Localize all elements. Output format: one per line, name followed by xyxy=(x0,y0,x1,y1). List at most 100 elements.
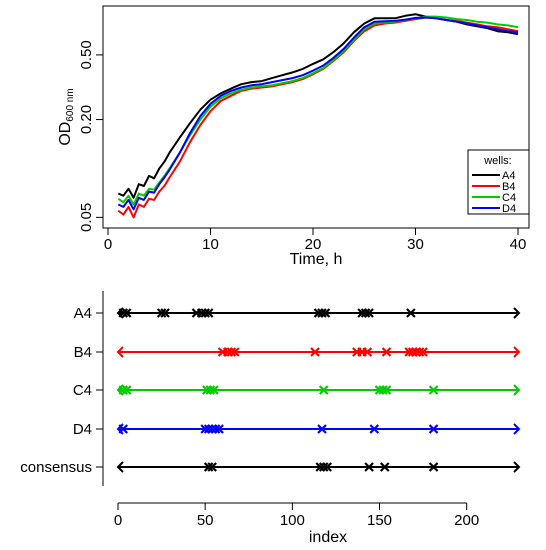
cross-marker xyxy=(407,347,418,357)
legend-box xyxy=(467,149,530,215)
index-x-tick-label: 50 xyxy=(197,512,214,529)
series-line-b4 xyxy=(117,16,519,219)
cross-marker xyxy=(414,347,425,357)
cross-marker xyxy=(118,424,129,434)
index-row-d4: D4 xyxy=(73,421,521,438)
cross-marker xyxy=(317,308,327,318)
cross-marker xyxy=(121,385,132,395)
index-rows-group: A4 B4 C4 D4 consensus xyxy=(20,305,521,476)
cross-marker xyxy=(364,462,374,472)
cross-marker xyxy=(378,385,388,395)
index-row-consensus: consensus xyxy=(20,459,521,476)
y-tick-label: 0.50 xyxy=(78,40,95,69)
cross-marker xyxy=(411,347,421,357)
cross-marker xyxy=(317,424,327,434)
cross-marker xyxy=(202,385,212,395)
x-tick-label: 0 xyxy=(104,236,112,253)
growth-x-axis: 0 10 20 30 40 xyxy=(104,228,527,253)
growth-y-axis: 0.05 0.20 0.50 xyxy=(78,40,103,232)
y-axis-title-subscript: 600 nm xyxy=(65,88,76,121)
legend-label-c4: C4 xyxy=(502,192,516,204)
row-label-b4: B4 xyxy=(74,344,92,361)
cross-marker xyxy=(362,347,373,357)
row-arrow-right xyxy=(513,346,521,358)
cross-marker xyxy=(322,462,332,472)
cross-marker xyxy=(364,308,374,318)
index-x-tick-label: 200 xyxy=(454,512,479,529)
cross-marker xyxy=(200,308,210,318)
row-label-c4: C4 xyxy=(73,382,92,399)
row-arrow-right xyxy=(513,461,521,473)
cross-marker xyxy=(200,424,210,434)
row-arrow-left xyxy=(116,461,124,473)
cross-marker xyxy=(207,424,217,434)
cross-marker xyxy=(310,347,320,357)
cross-marker xyxy=(315,462,326,472)
cross-marker xyxy=(369,424,380,434)
row-arrow-right xyxy=(513,423,521,435)
cross-marker xyxy=(203,424,214,434)
row-label-a4: A4 xyxy=(74,305,92,322)
index-x-axis: 0 50 100 150 200 xyxy=(114,502,479,529)
cross-marker xyxy=(203,462,214,472)
cross-marker xyxy=(210,424,221,434)
row-arrow-right xyxy=(513,384,521,396)
growth-curve-chart: 0 10 20 30 40 0.050.200.50 Time, h OD600 nm … xyxy=(57,5,530,268)
growth-y-axis-title: OD600 nm xyxy=(57,88,76,145)
y-tick-label: 0.20 xyxy=(78,105,95,134)
cross-marker xyxy=(196,308,207,318)
cross-marker xyxy=(121,308,132,318)
cross-marker xyxy=(118,308,129,318)
legend-label-b4: B4 xyxy=(502,181,515,193)
cross-marker xyxy=(374,385,385,395)
cross-marker xyxy=(360,308,371,318)
index-row-b4: B4 xyxy=(74,344,521,361)
index-row-c4: C4 xyxy=(73,382,521,399)
series-line-c4 xyxy=(117,15,519,206)
row-arrow-left xyxy=(116,346,124,358)
cross-marker xyxy=(160,308,170,318)
cross-marker xyxy=(418,347,428,357)
index-x-axis-title: index xyxy=(309,529,347,546)
cross-marker xyxy=(226,347,237,357)
x-tick-label: 30 xyxy=(407,236,424,253)
cross-marker xyxy=(357,308,367,318)
row-arrow-right xyxy=(513,307,521,319)
cross-marker xyxy=(428,424,439,434)
legend-label-a4: A4 xyxy=(502,170,515,182)
cross-marker xyxy=(207,462,217,472)
cross-marker xyxy=(428,385,439,395)
row-label-d4: D4 xyxy=(73,421,92,438)
cross-marker xyxy=(379,462,390,472)
cross-marker xyxy=(404,347,414,357)
index-x-tick-label: 100 xyxy=(280,512,305,529)
growth-plot-frame xyxy=(102,5,530,229)
growth-x-axis-title: Time, h xyxy=(290,251,343,268)
legend-label-d4: D4 xyxy=(502,203,516,215)
y-tick-label: 0.05 xyxy=(78,203,95,232)
legend-title: wells: xyxy=(483,155,512,167)
x-tick-label: 20 xyxy=(305,236,322,253)
series-line-a4 xyxy=(117,13,519,199)
x-tick-label: 40 xyxy=(510,236,527,253)
cross-marker xyxy=(318,385,329,395)
series-line-d4 xyxy=(117,16,519,211)
row-label-consensus: consensus xyxy=(20,459,92,476)
growth-series-group xyxy=(117,13,519,219)
y-axis-title-main: OD xyxy=(57,122,74,146)
cross-marker xyxy=(428,462,439,472)
cross-marker xyxy=(156,308,167,318)
index-x-tick-label: 0 xyxy=(114,512,122,529)
index-x-tick-label: 150 xyxy=(367,512,392,529)
cross-marker xyxy=(230,347,240,357)
index-marks-chart: A4 B4 C4 D4 consensus 0 50 100 150 200 index xyxy=(20,291,521,546)
cross-marker xyxy=(205,385,216,395)
index-row-a4: A4 xyxy=(74,305,521,322)
cross-marker xyxy=(223,347,233,357)
cross-marker xyxy=(406,308,416,318)
cross-marker xyxy=(318,462,329,472)
x-tick-label: 10 xyxy=(202,236,219,253)
